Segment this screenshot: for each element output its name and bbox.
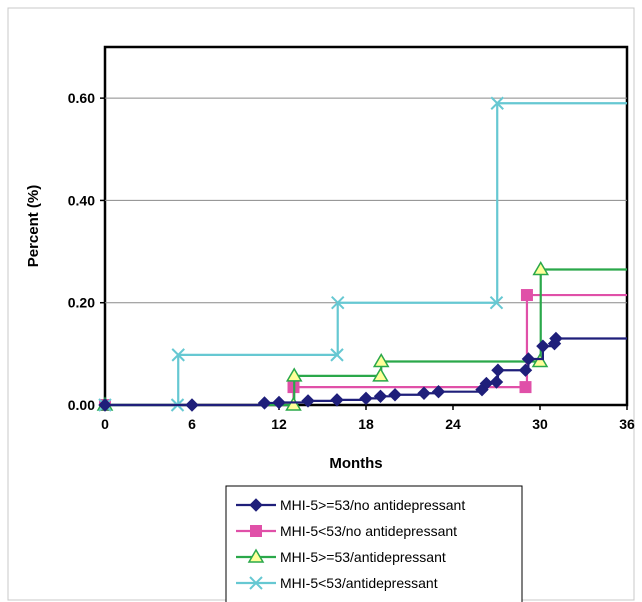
triangle-marker <box>372 353 390 368</box>
square-marker <box>520 289 533 302</box>
diamond-marker <box>549 331 563 346</box>
diamond-marker <box>536 339 550 353</box>
diamond-marker <box>491 363 505 377</box>
diamond-marker <box>330 393 344 407</box>
legend-entry: MHI-5<53/antidepressant <box>236 575 438 591</box>
x-tick-label: 30 <box>532 416 548 432</box>
plot-area <box>103 45 629 407</box>
y-tick-label: 0.00 <box>68 397 95 413</box>
x-tick-label: 36 <box>619 416 635 432</box>
x-marker <box>171 348 185 362</box>
legend: MHI-5>=53/no antidepressant MHI-5<53/no a… <box>225 485 523 602</box>
triangle-marker <box>285 396 302 411</box>
x-axis-ticks: 0 6 12 18 24 30 36 <box>101 405 635 432</box>
diamond-marker <box>388 388 402 402</box>
x-tick-label: 12 <box>271 416 287 432</box>
triangle-marker <box>372 367 389 382</box>
legend-label: MHI-5>=53/no antidepressant <box>280 497 465 513</box>
square-marker <box>250 525 262 537</box>
triangle-marker <box>247 548 265 563</box>
x-axis-title: Months <box>329 455 382 472</box>
diamond-marker <box>359 391 373 406</box>
diamond-marker <box>518 363 533 377</box>
legend-entry: MHI-5<53/no antidepressant <box>236 523 457 539</box>
y-axis-title: Percent (%) <box>25 185 42 268</box>
diamond-marker <box>185 398 199 412</box>
x-tick-label: 18 <box>358 416 374 432</box>
triangle-marker <box>531 353 549 368</box>
x-tick-label: 6 <box>188 416 196 432</box>
diamond-marker <box>521 352 536 366</box>
diamond-marker <box>272 395 286 410</box>
x-marker <box>490 96 504 110</box>
y-axis-ticks: 0.00 0.20 0.40 0.60 <box>68 90 105 413</box>
diamond-marker <box>417 386 431 400</box>
x-marker <box>249 576 263 590</box>
square-marker <box>519 381 532 394</box>
diamond-marker <box>98 398 112 412</box>
diamond-marker <box>489 375 504 389</box>
diamond-marker <box>257 396 272 410</box>
x-marker <box>331 296 345 310</box>
legend-label: MHI-5<53/antidepressant <box>280 575 438 591</box>
series-diamond <box>98 331 627 412</box>
legend-label: MHI-5<53/no antidepressant <box>280 523 457 539</box>
diamond-marker <box>249 498 263 512</box>
series-triangle <box>96 260 627 411</box>
diamond-marker <box>373 389 388 404</box>
x-marker <box>489 296 504 310</box>
y-tick-label: 0.40 <box>68 192 95 208</box>
triangle-marker <box>532 260 550 276</box>
legend-entry: MHI-5>=53/antidepressant <box>236 548 446 565</box>
legend-label: MHI-5>=53/antidepressant <box>280 549 446 565</box>
diamond-marker <box>301 394 315 408</box>
diamond-marker <box>431 384 446 399</box>
y-tick-label: 0.20 <box>68 295 95 311</box>
legend-entry: MHI-5>=53/no antidepressant <box>236 497 465 513</box>
x-tick-label: 0 <box>101 416 109 432</box>
x-marker <box>330 348 344 362</box>
x-tick-label: 24 <box>445 416 461 432</box>
y-tick-label: 0.60 <box>68 90 95 106</box>
series-layer <box>96 96 627 412</box>
triangle-marker <box>285 367 303 382</box>
